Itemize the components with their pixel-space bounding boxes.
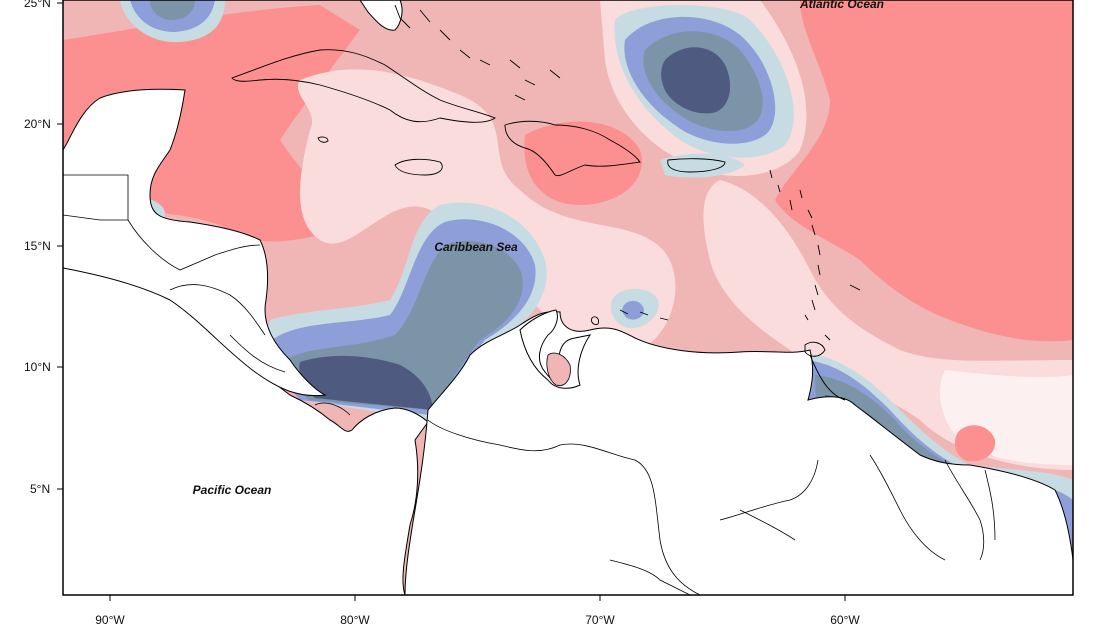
- positive-blob-se: [954, 425, 996, 462]
- lon-label-80w: 80°W: [340, 613, 370, 627]
- caribbean-sea-label: Caribbean Sea: [434, 240, 518, 254]
- pacific-ocean-label: Pacific Ocean: [193, 483, 272, 497]
- islands-group: [231, 4, 861, 357]
- abc-islands: [591, 309, 669, 325]
- isle-of-youth: [317, 136, 329, 143]
- lon-label-90w: 90°W: [95, 613, 125, 627]
- bahamas-islands: [394, 4, 561, 101]
- latitude-ticks: [57, 2, 63, 490]
- lat-label-25n: 25°N: [24, 0, 51, 10]
- puerto-rico-island: [667, 158, 726, 173]
- negative-zone-sw-core: [299, 355, 433, 410]
- florida-tip: [359, 0, 403, 31]
- guianas-coast-strip: [809, 354, 846, 401]
- negative-blob-aruba-core: [622, 300, 644, 320]
- lon-label-60w: 60°W: [830, 613, 860, 627]
- atlantic-ocean-label: Atlantic Ocean: [799, 0, 884, 11]
- yucatan-peninsula: [63, 88, 327, 397]
- positive-blob-ne: [865, 23, 906, 56]
- hispaniola-island: [504, 120, 641, 177]
- country-borders: [63, 174, 996, 595]
- maracaibo-lake: [546, 352, 571, 386]
- longitude-ticks: [109, 595, 846, 601]
- lat-label-15n: 15°N: [24, 239, 51, 253]
- negative-zone-north-core: [661, 47, 731, 114]
- lat-label-10n: 10°N: [24, 360, 51, 374]
- cuba-island: [231, 49, 496, 123]
- lesser-antilles: [769, 169, 861, 341]
- trinidad-island: [804, 341, 826, 357]
- negative-zone-gulf-nw-center: [150, 0, 195, 20]
- landmass-group: [63, 0, 1073, 595]
- lon-label-70w: 70°W: [585, 613, 615, 627]
- map-frame: [62, 0, 1074, 596]
- lat-label-20n: 20°N: [24, 117, 51, 131]
- positive-zone-hispaniola: [524, 121, 642, 205]
- lat-label-5n: 5°N: [30, 482, 50, 496]
- positive-zone-atlantic: [775, 0, 1073, 342]
- jamaica-island: [394, 158, 443, 176]
